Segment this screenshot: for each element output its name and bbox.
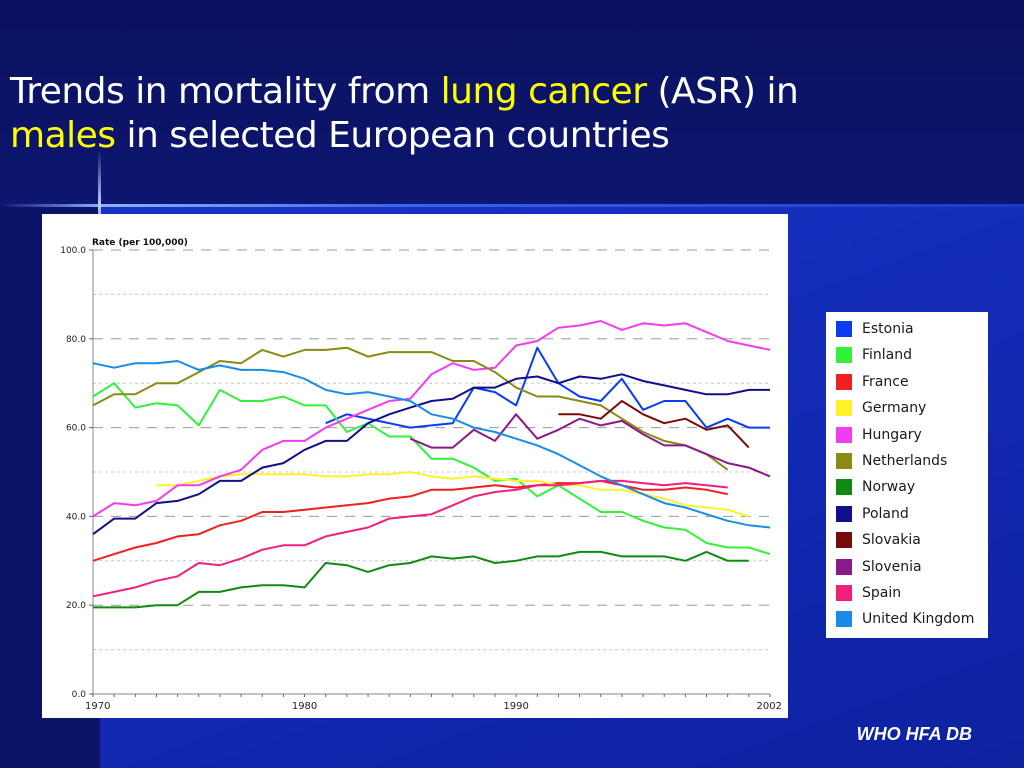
x-tick-label: 1990: [503, 701, 528, 712]
legend-item-norway: Norway: [836, 476, 915, 498]
legend-swatch: [836, 558, 852, 575]
slide-title: Trends in mortality from lung cancer (AS…: [10, 70, 1000, 158]
legend-label: Finland: [862, 347, 913, 364]
series-line-germany: [156, 471, 750, 518]
y-tick-label: 60.0: [66, 424, 86, 434]
series-line-estonia: [325, 346, 770, 429]
legend-label: Hungary: [862, 426, 922, 443]
legend-label: Norway: [862, 479, 916, 496]
legend-label: Slovakia: [862, 532, 921, 549]
y-tick-label: 0.0: [72, 690, 87, 700]
y-tick-labels: 0.0 20.0 40.0 60.0 80.0 100.0: [60, 246, 93, 700]
y-tick-label: 80.0: [66, 335, 86, 345]
legend-label: United Kingdom: [862, 611, 975, 628]
legend-item-united-kingdom: United Kingdom: [836, 608, 974, 630]
legend-item-estonia: Estonia: [836, 318, 914, 340]
legend-swatch: [836, 426, 852, 443]
legend-swatch: [836, 321, 852, 337]
legend-label: Slovenia: [862, 558, 922, 575]
legend-label: Netherlands: [862, 453, 948, 469]
legend-item-hungary: Hungary: [836, 424, 922, 446]
legend-label: Spain: [862, 585, 902, 601]
legend-swatch: [836, 453, 852, 469]
legend-item-spain: Spain: [836, 582, 901, 604]
legend-label: France: [862, 373, 909, 390]
x-tick-label: 2002: [757, 701, 782, 712]
y-tick-label: 100.0: [60, 246, 86, 256]
legend-label: Estonia: [862, 321, 914, 337]
divider-accent: [98, 150, 101, 270]
legend-label: Poland: [862, 505, 909, 522]
title-part-2: (ASR) in: [646, 71, 799, 112]
x-tick-label: 1980: [292, 701, 317, 712]
series-line-norway: [93, 550, 749, 609]
series-line-netherlands: [92, 346, 729, 471]
legend-item-slovenia: Slovenia: [836, 556, 922, 578]
y-axis-title: Rate (per 100,000): [92, 238, 188, 248]
legend-swatch: [836, 347, 852, 364]
series-line-spain: [92, 479, 728, 598]
legend-swatch: [836, 585, 852, 601]
legend-swatch: [836, 373, 852, 390]
series-line-united-kingdom: [92, 360, 771, 529]
x-tick-label: 1970: [85, 701, 110, 712]
y-tick-label: 20.0: [66, 601, 86, 611]
legend: Estonia Finland France Germany Hungary Nether…: [826, 312, 988, 638]
legend-item-poland: Poland: [836, 503, 909, 525]
title-part-3: in selected European countries: [115, 115, 670, 156]
title-part-1: Trends in mortality from: [10, 71, 441, 112]
series-line-poland: [92, 373, 770, 536]
title-band: [0, 0, 1024, 206]
legend-item-finland: Finland: [836, 344, 912, 366]
line-chart: Rate (per 100,000) 0.0 20.0 40.0 60.0 80.0 10…: [60, 238, 782, 712]
chart-panel: Rate (per 100,000) 0.0 20.0 40.0 60.0 80.0 10…: [42, 214, 788, 718]
legend-item-netherlands: Netherlands: [836, 450, 947, 472]
legend-item-france: France: [836, 371, 909, 393]
legend-swatch: [836, 611, 852, 628]
legend-label: Germany: [862, 400, 927, 417]
series-line-hungary: [92, 320, 771, 518]
grid: [93, 249, 770, 651]
legend-swatch: [836, 400, 852, 417]
title-highlight-lung-cancer: lung cancer: [440, 71, 647, 112]
source-label: WHO HFA DB: [856, 724, 972, 744]
x-tick-labels: 1970 1980 1990 2002: [85, 694, 782, 712]
series-line-finland: [92, 382, 771, 556]
series-lines: [92, 320, 771, 609]
legend-swatch: [836, 479, 852, 496]
legend-item-slovakia: Slovakia: [836, 529, 921, 551]
legend-swatch: [836, 532, 852, 549]
series-line-slovakia: [558, 400, 750, 449]
legend-item-germany: Germany: [836, 397, 926, 419]
legend-swatch: [836, 505, 852, 522]
divider-line: [0, 204, 1024, 207]
series-line-slovenia: [409, 413, 771, 478]
y-tick-label: 40.0: [66, 512, 86, 522]
title-highlight-males: males: [10, 115, 116, 156]
